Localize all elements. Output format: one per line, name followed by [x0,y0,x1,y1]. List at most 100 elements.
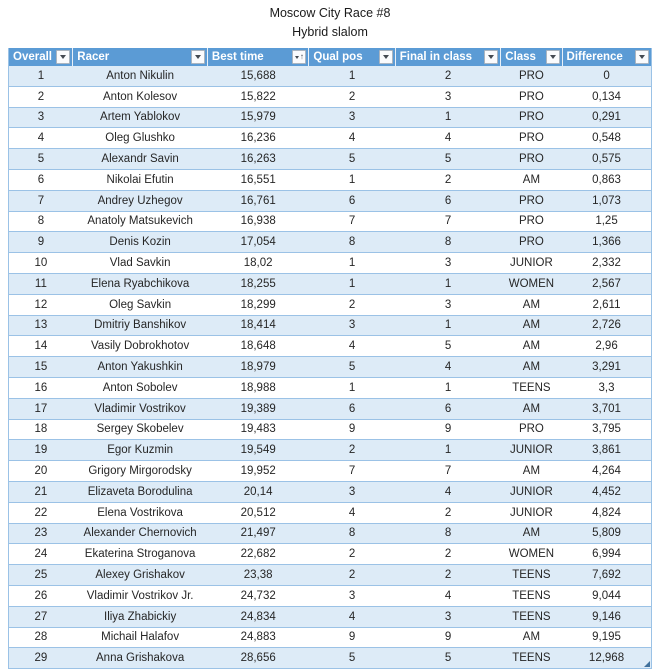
cell-best-time[interactable]: 18,648 [207,335,309,358]
cell-class[interactable]: PRO [500,419,563,441]
filter-dropdown-difference-icon[interactable] [635,50,649,64]
cell-overall[interactable]: 25 [8,564,73,586]
cell-class[interactable]: AM [500,294,563,316]
cell-qual-pos[interactable]: 1 [308,273,396,295]
cell-racer[interactable]: Anton Sobolev [72,377,208,399]
cell-qual-pos[interactable]: 2 [308,564,396,586]
cell-class[interactable]: TEENS [500,606,563,628]
cell-best-time[interactable]: 19,389 [207,398,309,420]
cell-overall[interactable]: 11 [8,273,73,295]
cell-overall[interactable]: 29 [8,647,73,669]
cell-final-in-class[interactable]: 3 [395,252,501,274]
filter-dropdown-final-in-class-icon[interactable] [484,50,499,64]
cell-racer[interactable]: Andrey Uzhegov [72,190,208,212]
cell-class[interactable]: AM [500,315,563,337]
cell-difference[interactable]: 2,567 [562,273,652,295]
cell-best-time[interactable]: 16,263 [207,148,309,170]
cell-racer[interactable]: Oleg Savkin [72,294,208,316]
cell-best-time[interactable]: 18,299 [207,294,309,316]
cell-difference[interactable]: 1,25 [562,211,652,233]
cell-best-time[interactable]: 19,952 [207,460,309,482]
cell-qual-pos[interactable]: 2 [308,294,396,316]
column-header-overall[interactable]: Overall [8,48,74,66]
cell-overall[interactable]: 2 [8,86,73,108]
cell-class[interactable]: AM [500,169,563,191]
cell-best-time[interactable]: 16,938 [207,211,309,233]
cell-qual-pos[interactable]: 1 [308,252,396,274]
cell-racer[interactable]: Ekaterina Stroganova [72,543,208,566]
table-resize-handle[interactable] [644,661,650,668]
cell-racer[interactable]: Anton Yakushkin [72,356,208,378]
cell-qual-pos[interactable]: 5 [308,356,396,378]
cell-overall[interactable]: 10 [8,252,73,274]
cell-overall[interactable]: 7 [8,190,73,212]
cell-final-in-class[interactable]: 5 [395,335,501,358]
cell-class[interactable]: PRO [500,127,563,150]
cell-class[interactable]: WOMEN [500,543,563,566]
cell-class[interactable]: PRO [500,86,563,108]
cell-overall[interactable]: 27 [8,606,73,628]
cell-racer[interactable]: Elena Vostrikova [72,502,208,524]
cell-qual-pos[interactable]: 3 [308,481,396,503]
cell-overall[interactable]: 19 [8,439,73,462]
cell-qual-pos[interactable]: 3 [308,585,396,607]
cell-final-in-class[interactable]: 8 [395,231,501,254]
cell-qual-pos[interactable]: 2 [308,543,396,566]
cell-difference[interactable]: 3,3 [562,377,652,399]
cell-class[interactable]: AM [500,460,563,482]
cell-overall[interactable]: 21 [8,481,73,503]
cell-difference[interactable]: 0,548 [562,127,652,150]
cell-racer[interactable]: Oleg Glushko [72,127,208,150]
cell-racer[interactable]: Egor Kuzmin [72,439,208,462]
cell-racer[interactable]: Alexander Chernovich [72,523,208,545]
cell-difference[interactable]: 9,044 [562,585,652,607]
cell-class[interactable]: TEENS [500,564,563,586]
cell-overall[interactable]: 28 [8,627,73,649]
cell-class[interactable]: AM [500,335,563,358]
cell-overall[interactable]: 5 [8,148,73,170]
cell-overall[interactable]: 24 [8,543,73,566]
cell-difference[interactable]: 3,701 [562,398,652,420]
cell-final-in-class[interactable]: 6 [395,190,501,212]
cell-final-in-class[interactable]: 3 [395,606,501,628]
cell-difference[interactable]: 0,575 [562,148,652,170]
cell-qual-pos[interactable]: 2 [308,439,396,462]
cell-final-in-class[interactable]: 2 [395,543,501,566]
cell-final-in-class[interactable]: 7 [395,211,501,233]
cell-best-time[interactable]: 21,497 [207,523,309,545]
cell-difference[interactable]: 1,366 [562,231,652,254]
cell-qual-pos[interactable]: 4 [308,502,396,524]
cell-class[interactable]: TEENS [500,377,563,399]
filter-dropdown-sort-ascending-icon[interactable]: ↑ [292,50,307,64]
cell-overall[interactable]: 17 [8,398,73,420]
cell-final-in-class[interactable]: 1 [395,107,501,129]
cell-best-time[interactable]: 16,236 [207,127,309,150]
cell-final-in-class[interactable]: 4 [395,585,501,607]
cell-qual-pos[interactable]: 7 [308,460,396,482]
cell-best-time[interactable]: 16,761 [207,190,309,212]
cell-overall[interactable]: 20 [8,460,73,482]
cell-racer[interactable]: Denis Kozin [72,231,208,254]
cell-overall[interactable]: 1 [8,66,73,87]
cell-best-time[interactable]: 24,732 [207,585,309,607]
cell-difference[interactable]: 0,291 [562,107,652,129]
cell-qual-pos[interactable]: 2 [308,86,396,108]
cell-overall[interactable]: 18 [8,419,73,441]
cell-qual-pos[interactable]: 4 [308,335,396,358]
cell-qual-pos[interactable]: 5 [308,647,396,669]
cell-best-time[interactable]: 18,414 [207,315,309,337]
cell-final-in-class[interactable]: 3 [395,86,501,108]
cell-class[interactable]: AM [500,523,563,545]
cell-final-in-class[interactable]: 6 [395,398,501,420]
cell-racer[interactable]: Sergey Skobelev [72,419,208,441]
cell-racer[interactable]: Michail Halafov [72,627,208,649]
column-header-class[interactable]: Class [500,48,563,66]
cell-qual-pos[interactable]: 3 [308,107,396,129]
cell-racer[interactable]: Elena Ryabchikova [72,273,208,295]
cell-difference[interactable]: 5,809 [562,523,652,545]
cell-overall[interactable]: 3 [8,107,73,129]
cell-qual-pos[interactable]: 3 [308,315,396,337]
cell-overall[interactable]: 6 [8,169,73,191]
cell-difference[interactable]: 12,968 [562,647,652,669]
cell-final-in-class[interactable]: 1 [395,439,501,462]
